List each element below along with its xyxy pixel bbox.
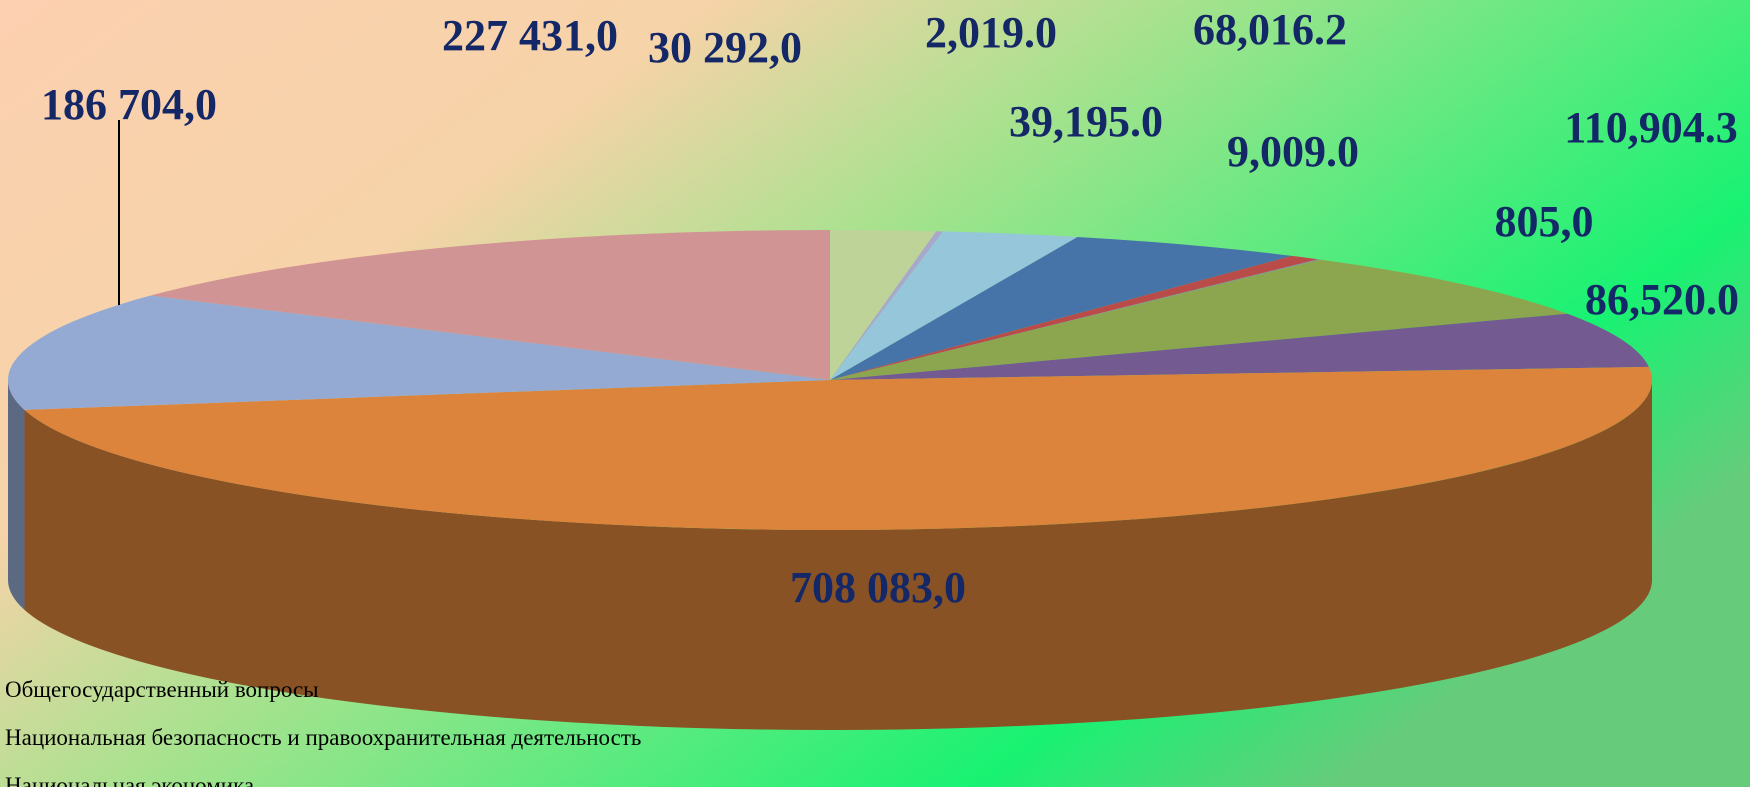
data-label: 39,195.0 [1009, 97, 1163, 146]
data-label: 9,009.0 [1227, 127, 1359, 176]
legend-entry: Национальная безопасность и правоохранит… [5, 725, 641, 750]
data-labels: 30 292,0 2,019.0 39,195.0 68,016.2 9,009.0 80… [41, 5, 1739, 612]
data-label: 30 292,0 [648, 23, 802, 72]
data-label: 227 431,0 [442, 11, 618, 60]
data-label: 708 083,0 [790, 563, 966, 612]
data-label: 186 704,0 [41, 80, 217, 129]
slice [24, 366, 1653, 530]
slice-side [24, 380, 1653, 730]
slice [830, 236, 1292, 380]
slice [830, 259, 1568, 380]
slice-side [8, 380, 25, 610]
slice [150, 230, 830, 380]
data-label: 110,904.3 [1564, 103, 1738, 152]
data-label: 805,0 [1495, 197, 1594, 246]
slice [830, 313, 1649, 380]
slice [830, 231, 1078, 380]
legend: Общегосударственный вопросы Национальная … [5, 677, 641, 787]
slice [8, 295, 830, 410]
data-label: 86,520.0 [1585, 275, 1739, 324]
pie-tops [8, 230, 1653, 530]
slice [830, 230, 937, 380]
slice [830, 255, 1318, 380]
legend-entry: Общегосударственный вопросы [5, 677, 319, 702]
pie-sides [8, 380, 1653, 730]
legend-entry: Национальная экономика [5, 773, 254, 787]
slice [830, 231, 944, 380]
slice [830, 259, 1321, 380]
data-label: 2,019.0 [925, 8, 1057, 57]
data-label: 68,016.2 [1193, 5, 1347, 54]
